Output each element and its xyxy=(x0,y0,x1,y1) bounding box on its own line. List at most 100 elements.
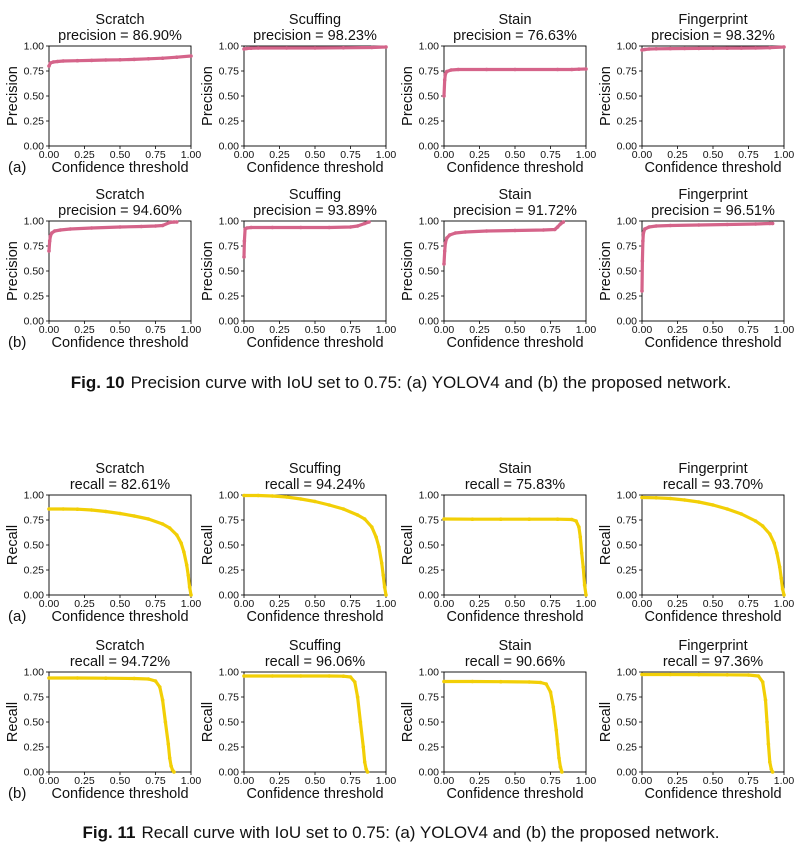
y-tick-label: 0.50 xyxy=(219,540,240,552)
chart-title: Fingerprint xyxy=(678,638,747,654)
row-label: (b) xyxy=(8,785,26,802)
x-tick-label: 0.25 xyxy=(469,598,490,610)
data-point xyxy=(456,67,461,72)
data-point xyxy=(513,67,517,72)
y-tick-label: 0.75 xyxy=(219,66,240,78)
data-point xyxy=(186,573,190,577)
y-tick-label: 0.25 xyxy=(24,291,45,303)
plot-frame xyxy=(243,494,387,596)
y-tick-label: 0.25 xyxy=(617,565,638,577)
x-axis-label: Confidence threshold xyxy=(644,335,781,351)
x-tick-label: 0.25 xyxy=(667,598,688,610)
chart-title: Fingerprint xyxy=(678,187,747,203)
x-tick-label: 1.00 xyxy=(376,324,397,336)
data-point xyxy=(640,495,644,500)
chart-subtitle: recall = 75.83% xyxy=(465,477,565,493)
data-point xyxy=(242,493,246,498)
x-tick-label: 0.75 xyxy=(738,775,759,787)
data-point xyxy=(654,224,658,228)
row-label: (b) xyxy=(8,334,26,351)
y-tick-label: 0.75 xyxy=(419,515,440,527)
y-axis-label: Recall xyxy=(200,525,216,565)
x-tick-label: 0.50 xyxy=(305,598,326,610)
x-tick-label: 0.75 xyxy=(738,324,759,336)
data-point xyxy=(189,54,193,58)
y-tick-label: 0.00 xyxy=(219,316,240,328)
data-point xyxy=(763,698,768,702)
y-tick-label: 0.50 xyxy=(419,717,440,729)
y-axis-label: Precision xyxy=(200,241,216,301)
x-tick-label: 0.50 xyxy=(110,598,131,610)
y-tick-label: 1.00 xyxy=(617,667,638,679)
data-point xyxy=(169,764,173,768)
data-point xyxy=(640,672,644,677)
data-point xyxy=(725,46,729,50)
x-axis-label: Confidence threshold xyxy=(644,609,781,625)
chart-title: Scratch xyxy=(95,461,144,477)
data-point xyxy=(584,67,588,71)
data-point xyxy=(327,674,332,678)
x-tick-label: 0.75 xyxy=(738,598,759,610)
y-tick-label: 0.00 xyxy=(24,316,45,328)
data-point xyxy=(578,535,583,539)
y-tick-label: 0.75 xyxy=(24,66,45,78)
chart-title: Stain xyxy=(498,187,531,203)
data-point xyxy=(725,673,729,677)
data-point xyxy=(725,222,729,227)
data-point xyxy=(577,67,581,71)
y-axis-label: Precision xyxy=(598,241,614,301)
figure-10-label: Fig. 10 xyxy=(70,373,125,392)
series-line xyxy=(442,517,588,597)
data-point xyxy=(367,220,371,224)
y-tick-label: 0.00 xyxy=(419,316,440,328)
data-point xyxy=(52,229,57,233)
y-tick-label: 0.00 xyxy=(617,316,638,328)
data-point xyxy=(167,220,172,225)
data-point xyxy=(299,225,303,230)
data-point xyxy=(167,526,172,530)
data-point xyxy=(242,239,247,243)
data-point xyxy=(242,47,246,51)
y-tick-label: 0.00 xyxy=(24,590,45,602)
data-point xyxy=(104,58,108,62)
data-point xyxy=(327,225,332,230)
data-point xyxy=(61,59,65,63)
x-axis-label: Confidence threshold xyxy=(446,335,583,351)
data-point xyxy=(584,593,588,597)
figure-11-text: Recall curve with IoU set to 0.75: (a) Y… xyxy=(141,823,720,842)
data-point xyxy=(768,221,772,226)
x-tick-label: 1.00 xyxy=(376,149,397,161)
y-tick-label: 1.00 xyxy=(617,216,638,228)
row-label: (a) xyxy=(8,159,26,176)
x-axis-label: Confidence threshold xyxy=(644,786,781,802)
chart-title: Scuffing xyxy=(289,461,341,477)
data-point xyxy=(574,519,578,523)
x-tick-label: 1.00 xyxy=(576,324,597,336)
data-point xyxy=(179,541,183,545)
data-point xyxy=(146,517,151,521)
data-point xyxy=(561,220,566,224)
data-point xyxy=(654,496,658,500)
data-point xyxy=(577,525,581,529)
chart-subtitle: precision = 98.23% xyxy=(253,28,377,44)
data-point xyxy=(55,59,60,64)
data-point xyxy=(527,517,531,521)
y-tick-label: 0.00 xyxy=(24,141,45,153)
y-tick-label: 0.25 xyxy=(617,742,638,754)
data-point xyxy=(513,228,517,233)
x-tick-label: 0.75 xyxy=(540,598,561,610)
y-tick-label: 1.00 xyxy=(219,41,240,53)
y-tick-label: 1.00 xyxy=(219,216,240,228)
data-point xyxy=(132,57,136,62)
data-point xyxy=(470,679,475,684)
data-point xyxy=(348,225,353,229)
data-point xyxy=(47,249,51,253)
x-axis-label: Confidence threshold xyxy=(246,609,383,625)
data-point xyxy=(711,46,715,51)
data-point xyxy=(175,55,179,59)
data-point xyxy=(313,499,317,504)
y-tick-label: 0.50 xyxy=(219,91,240,103)
data-point xyxy=(753,222,758,226)
data-point xyxy=(777,565,782,569)
plot-frame xyxy=(641,45,785,147)
